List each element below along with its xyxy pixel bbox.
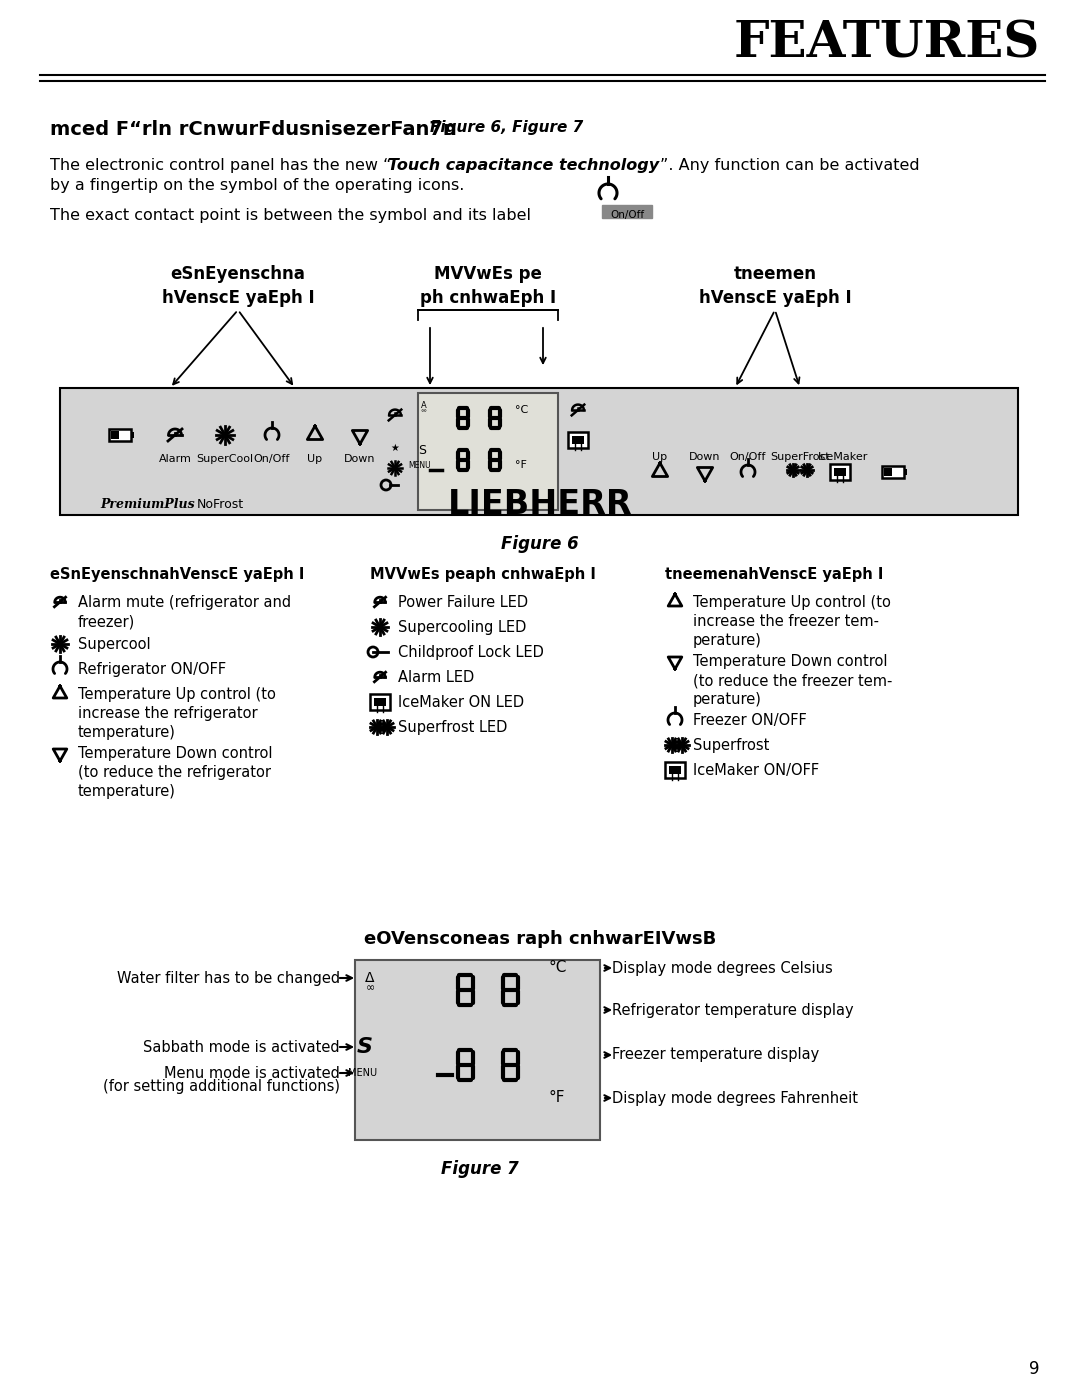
Text: ”. Any function can be activated: ”. Any function can be activated [660, 158, 920, 173]
Text: °°: °° [420, 409, 428, 416]
Text: ★: ★ [391, 443, 400, 453]
Text: by a fingertip on the symbol of the operating icons.: by a fingertip on the symbol of the oper… [50, 177, 464, 193]
Text: The exact contact point is between the symbol and its label: The exact contact point is between the s… [50, 208, 531, 224]
Text: eOVensconeas raph cnhwarEIVwsB: eOVensconeas raph cnhwarEIVwsB [364, 930, 716, 949]
Bar [355, 960, 600, 1140]
Text: (for setting additional functions): (for setting additional functions) [103, 1078, 340, 1094]
Text: mced F“rln rCnwurFdusnisezerFan7n: mced F“rln rCnwurFdusnisezerFan7n [50, 120, 457, 138]
Text: Freezer ON/OFF: Freezer ON/OFF [693, 712, 807, 728]
Text: On/Off: On/Off [610, 210, 644, 219]
Text: Touch capacitance technology: Touch capacitance technology [388, 158, 659, 173]
Text: S: S [357, 1037, 373, 1058]
Text: ∞: ∞ [365, 983, 375, 993]
Bar [60, 388, 1018, 515]
Text: Refrigerator temperature display: Refrigerator temperature display [612, 1003, 853, 1017]
Text: Superfrost LED: Superfrost LED [399, 719, 508, 735]
Bar [904, 469, 907, 475]
Text: Alarm mute (refrigerator and
freezer): Alarm mute (refrigerator and freezer) [78, 595, 292, 629]
Text: Temperature Down control
(to reduce the freezer tem-
perature): Temperature Down control (to reduce the … [693, 654, 892, 707]
Text: Temperature Down control
(to reduce the refrigerator
temperature): Temperature Down control (to reduce the … [78, 746, 272, 799]
Text: °C: °C [515, 405, 528, 415]
Text: eSnEyenschna
hVenscE yaEph I: eSnEyenschna hVenscE yaEph I [162, 265, 314, 306]
Bar [418, 393, 558, 510]
Text: Supercool: Supercool [78, 637, 150, 652]
Text: MENU: MENU [349, 1067, 378, 1078]
Text: SuperFrost: SuperFrost [770, 453, 829, 462]
Text: IceMaker ON LED: IceMaker ON LED [399, 694, 524, 710]
Bar [882, 467, 904, 478]
Text: S: S [418, 443, 426, 457]
Bar [370, 694, 390, 710]
Text: tneemen
hVenscE yaEph I: tneemen hVenscE yaEph I [699, 265, 851, 306]
Bar [602, 205, 652, 218]
Text: Freezer temperature display: Freezer temperature display [612, 1048, 820, 1063]
Text: Alarm: Alarm [159, 454, 191, 464]
Text: FEATURES: FEATURES [733, 20, 1040, 68]
Bar [665, 761, 685, 778]
Text: On/Off: On/Off [254, 454, 291, 464]
Text: Display mode degrees Fahrenheit: Display mode degrees Fahrenheit [612, 1091, 858, 1105]
Text: Alarm LED: Alarm LED [399, 671, 474, 685]
Text: PremiumPlus: PremiumPlus [100, 499, 194, 511]
Text: MVVwEs peaph cnhwaEph I: MVVwEs peaph cnhwaEph I [370, 567, 596, 583]
Bar [885, 468, 892, 476]
Text: SuperCool: SuperCool [197, 454, 254, 464]
Text: Figure 7: Figure 7 [441, 1160, 518, 1178]
Text: 9: 9 [1029, 1361, 1040, 1377]
Text: Δ: Δ [365, 971, 375, 985]
Text: The electronic control panel has the new “: The electronic control panel has the new… [50, 158, 391, 173]
Text: Supercooling LED: Supercooling LED [399, 620, 526, 636]
Text: Refrigerator ON/OFF: Refrigerator ON/OFF [78, 662, 226, 678]
Text: MENU: MENU [408, 461, 431, 469]
Text: °F: °F [515, 460, 527, 469]
Text: Water filter has to be changed: Water filter has to be changed [117, 971, 340, 985]
Bar [572, 436, 584, 444]
Bar [669, 766, 681, 774]
Text: A: A [421, 401, 427, 409]
Text: Up: Up [652, 453, 667, 462]
Bar [568, 432, 588, 448]
Text: °C: °C [548, 961, 566, 975]
Text: NoFrost: NoFrost [197, 499, 244, 511]
Text: Power Failure LED: Power Failure LED [399, 595, 528, 610]
Text: Sabbath mode is activated: Sabbath mode is activated [144, 1039, 340, 1055]
Text: Display mode degrees Celsius: Display mode degrees Celsius [612, 961, 833, 975]
Bar [834, 468, 846, 476]
Text: tneemenahVenscE yaEph I: tneemenahVenscE yaEph I [665, 567, 883, 583]
Text: Superfrost: Superfrost [693, 738, 769, 753]
Text: Temperature Up control (to
increase the refrigerator
temperature): Temperature Up control (to increase the … [78, 687, 275, 740]
Bar [831, 464, 850, 481]
Text: IceMaker ON/OFF: IceMaker ON/OFF [693, 763, 819, 778]
Text: IceMaker: IceMaker [818, 453, 868, 462]
Text: Temperature Up control (to
increase the freezer tem-
perature): Temperature Up control (to increase the … [693, 595, 891, 648]
Text: Figure 6, Figure 7: Figure 6, Figure 7 [430, 120, 583, 136]
Bar [374, 698, 386, 705]
Text: LIEBHERR: LIEBHERR [448, 488, 632, 521]
Text: Up: Up [308, 454, 323, 464]
Text: Figure 6: Figure 6 [501, 535, 579, 553]
Text: °F: °F [548, 1091, 565, 1105]
Text: On/Off: On/Off [730, 453, 766, 462]
Bar [111, 432, 119, 439]
Text: MVVwEs pe
ph cnhwaEph I: MVVwEs pe ph cnhwaEph I [420, 265, 556, 306]
Text: eSnEyenschnahVenscE yaEph I: eSnEyenschnahVenscE yaEph I [50, 567, 305, 583]
Text: Childproof Lock LED: Childproof Lock LED [399, 645, 544, 659]
Bar [109, 429, 131, 441]
Bar [131, 432, 134, 439]
Text: Down: Down [689, 453, 720, 462]
Text: Down: Down [345, 454, 376, 464]
Text: Menu mode is activated: Menu mode is activated [164, 1066, 340, 1080]
